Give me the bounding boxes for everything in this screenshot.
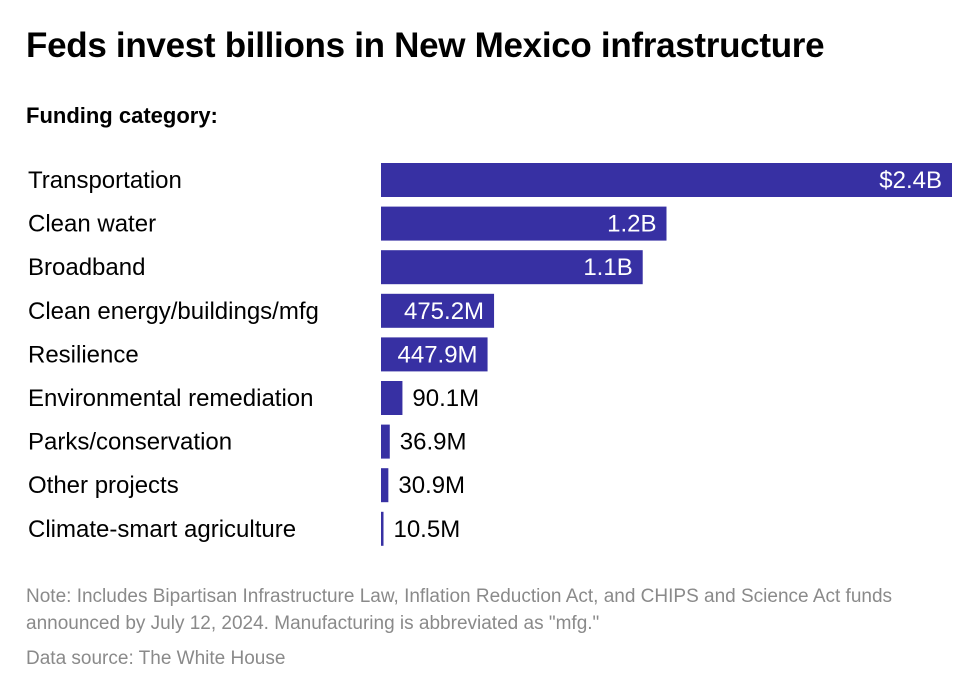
bar [381, 250, 643, 285]
value-label: 10.5M [393, 516, 460, 543]
chart-title: Feds invest billions in New Mexico infra… [26, 26, 825, 65]
bar [381, 381, 403, 415]
bar [381, 206, 667, 241]
category-label: Resilience [28, 341, 139, 368]
value-label: 1.2B [607, 211, 656, 238]
category-label: Broadband [28, 254, 145, 281]
category-label: Environmental remediation [28, 385, 313, 412]
bar [381, 424, 390, 459]
value-label: 475.2M [404, 298, 484, 325]
bar [381, 163, 952, 197]
bar [381, 511, 384, 546]
category-label: Transportation [28, 167, 182, 194]
value-label: 36.9M [400, 429, 467, 456]
category-label: Climate-smart agriculture [28, 516, 296, 543]
chart-note: Note: Includes Bipartisan Infrastructure… [26, 586, 893, 634]
value-label: $2.4B [879, 167, 942, 194]
category-label: Clean energy/buildings/mfg [28, 298, 319, 325]
value-label: 30.9M [398, 472, 465, 499]
value-label: 447.9M [398, 341, 478, 368]
value-label: 90.1M [412, 385, 479, 412]
category-label: Clean water [28, 211, 156, 238]
bar [381, 468, 389, 503]
chart-subtitle: Funding category: [26, 103, 218, 128]
bar [381, 293, 495, 328]
category-label: Parks/conservation [28, 429, 232, 456]
data-source: Data source: The White House [26, 648, 286, 669]
bar [381, 337, 488, 372]
category-label: Other projects [28, 472, 179, 499]
value-label: 1.1B [583, 254, 632, 281]
bar-chart: Transportation $2.4B Clean water 1.2B Broadb… [28, 163, 952, 546]
